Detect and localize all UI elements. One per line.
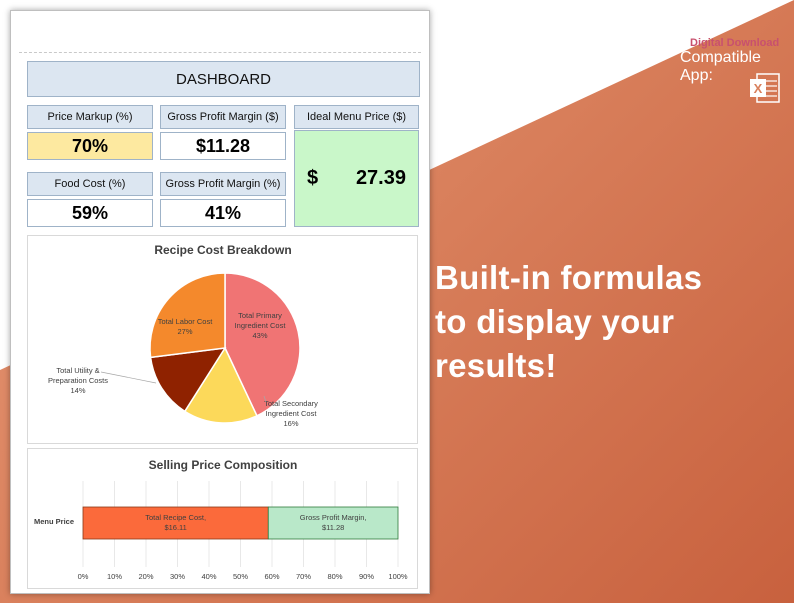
pie-slice-3 xyxy=(149,347,227,413)
promo-line-2: to display your results! xyxy=(435,303,675,384)
price-markup-value[interactable]: 70% xyxy=(27,132,153,160)
pie-chart-title: Recipe Cost Breakdown xyxy=(154,243,291,257)
pie-leader-line-1 xyxy=(100,371,157,384)
pie-slice-1 xyxy=(224,272,301,417)
pie-slice-4 xyxy=(149,272,226,359)
excel-icon: X xyxy=(750,73,780,103)
pie-label-3: Total Utility & Preparation Costs 14% xyxy=(48,366,108,395)
x-tick-label: 50% xyxy=(233,572,248,581)
x-tick-label: 0% xyxy=(78,572,89,581)
x-tick-label: 80% xyxy=(327,572,342,581)
ideal-menu-price-label: Ideal Menu Price ($) xyxy=(294,105,419,129)
pie-leader-line-2 xyxy=(263,395,267,403)
dashboard-sheet: DASHBOARD Price Markup (%) 70% Gross Pro… xyxy=(10,10,430,594)
bar-segment-1 xyxy=(82,506,269,540)
gross-profit-margin-dollar-value: $11.28 xyxy=(160,132,286,160)
digital-download-label: Digital Download xyxy=(690,37,780,49)
svg-text:X: X xyxy=(754,81,763,96)
ideal-price-amount: 27.39 xyxy=(355,167,406,189)
x-tick-label: 90% xyxy=(359,572,374,581)
x-tick-label: 20% xyxy=(138,572,153,581)
selling-price-bar-chart: Selling Price Composition Menu Price Tot… xyxy=(34,458,408,581)
food-cost-label: Food Cost (%) xyxy=(27,172,153,196)
recipe-cost-pie-chart: Recipe Cost Breakdown Total Primary Ingre… xyxy=(48,243,318,428)
ideal-menu-price-value: $ 27.39 xyxy=(294,130,419,227)
currency-symbol: $ xyxy=(307,167,319,189)
bar-segment-2 xyxy=(267,506,399,540)
x-tick-label: 60% xyxy=(264,572,279,581)
dashboard-title: DASHBOARD xyxy=(27,61,420,97)
x-tick-label: 70% xyxy=(296,572,311,581)
recipe-cost-pie-card: Recipe Cost Breakdown Total Primary Ingre… xyxy=(27,235,418,444)
bar-chart-title: Selling Price Composition xyxy=(149,458,298,472)
gross-profit-margin-pct-value: 41% xyxy=(160,199,286,227)
gross-profit-margin-dollar-label: Gross Profit Margin ($) xyxy=(160,105,286,129)
bar-data-label-1: Total Recipe Cost, $16.11 xyxy=(145,513,206,532)
x-tick-label: 40% xyxy=(201,572,216,581)
selling-price-bar-card: Selling Price Composition Menu Price Tot… xyxy=(27,448,418,589)
food-cost-value: 59% xyxy=(27,199,153,227)
pie-label-1: Total Primary Ingredient Cost 43% xyxy=(235,311,287,340)
pie-label-4: Total Labor Cost 27% xyxy=(158,317,214,336)
pie-slice-2 xyxy=(183,346,258,424)
price-markup-label: Price Markup (%) xyxy=(27,105,153,129)
x-tick-label: 10% xyxy=(107,572,122,581)
promo-line-1: Built-in formulas xyxy=(435,259,703,296)
x-tick-label: 100% xyxy=(388,572,408,581)
bar-data-label-2: Gross Profit Margin, $11.28 xyxy=(300,513,367,532)
x-tick-label: 30% xyxy=(170,572,185,581)
compatible-app-label: Compatible App: xyxy=(680,49,761,84)
gross-profit-margin-pct-label: Gross Profit Margin (%) xyxy=(160,172,286,196)
pie-label-2: Total Secondary Ingredient Cost 16% xyxy=(264,399,318,428)
bar-category-label: Menu Price xyxy=(34,517,74,526)
page-divider xyxy=(19,52,421,53)
promo-headline: Built-in formulas to display your result… xyxy=(435,256,790,388)
